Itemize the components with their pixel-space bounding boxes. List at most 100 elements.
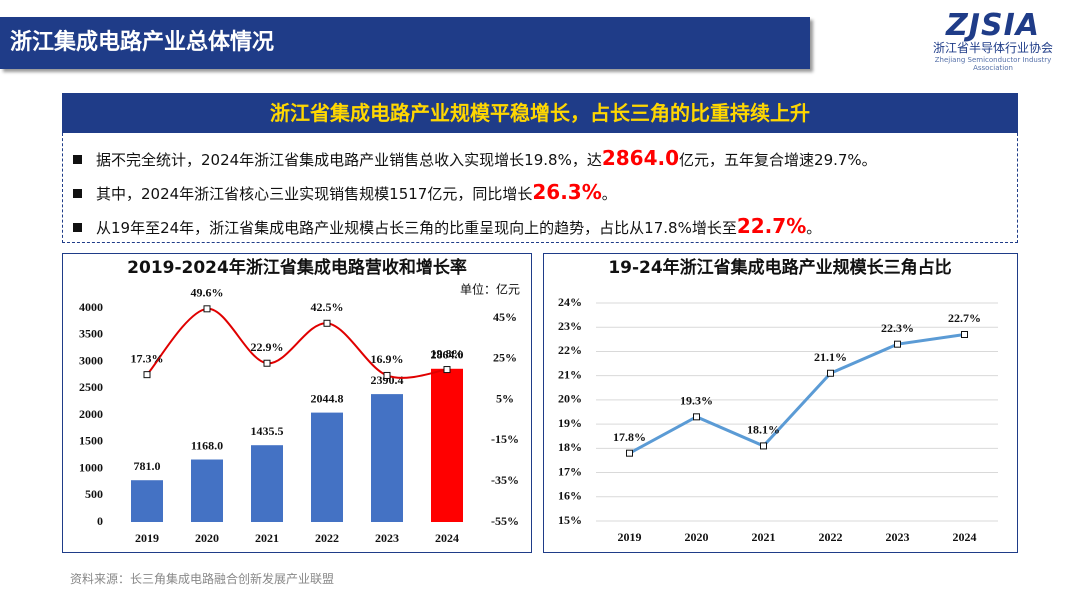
bar-label: 1435.5 xyxy=(251,424,284,438)
y2-tick-label: 25% xyxy=(493,351,517,365)
y2-tick-label: 5% xyxy=(496,391,514,405)
bar-label: 781.0 xyxy=(134,459,161,473)
x-tick-label: 2019 xyxy=(618,530,642,544)
org-name-en: Zhejiang Semiconductor Industry Associat… xyxy=(934,56,1052,72)
point-marker xyxy=(827,369,834,377)
highlight-text: 2864.0 xyxy=(601,146,680,170)
y-tick-label: 1000 xyxy=(79,460,103,474)
logo-text: ZJSIA xyxy=(946,8,1040,43)
point-marker xyxy=(693,413,700,421)
bullet-text: 亿元，五年复合增速29.7%。 xyxy=(679,151,877,169)
source-note: 资料来源：长三角集成电路融合创新发展产业联盟 xyxy=(70,572,335,586)
point-marker xyxy=(323,319,331,327)
point-marker xyxy=(383,371,391,379)
point-label: 22.3% xyxy=(881,321,914,335)
y-tick-label: 4000 xyxy=(79,300,103,314)
bullet: 其中，2024年浙江省核心三业实现销售规模1517亿元，同比增长26.3%。 xyxy=(73,175,1017,209)
bar-label: 2044.8 xyxy=(311,391,344,405)
point-label: 22.7% xyxy=(948,311,981,325)
x-tick-label: 2021 xyxy=(255,531,279,545)
chart-title: 19-24年浙江省集成电路产业规模长三角占比 xyxy=(608,257,951,278)
y-tick-label: 16% xyxy=(558,489,582,503)
point-label: 21.1% xyxy=(814,350,847,364)
point-marker xyxy=(203,305,211,313)
point-label: 19.3% xyxy=(680,394,713,408)
point-label: 22.9% xyxy=(251,340,284,354)
bullet-text: 。 xyxy=(806,219,822,237)
y-tick-label: 2500 xyxy=(79,380,103,394)
x-tick-label: 2019 xyxy=(135,531,159,545)
x-tick-label: 2023 xyxy=(375,531,399,545)
bar xyxy=(131,480,163,522)
point-marker xyxy=(626,449,633,457)
chart-panel xyxy=(543,253,1018,553)
y-tick-label: 3000 xyxy=(79,353,103,367)
org-name: 浙江省半导体行业协会 xyxy=(932,41,1053,55)
point-label: 17.8% xyxy=(613,430,646,444)
point-label: 49.6% xyxy=(191,286,224,300)
bar-label: 1168.0 xyxy=(191,438,223,452)
unit-label: 单位：亿元 xyxy=(460,282,520,297)
x-tick-label: 2020 xyxy=(195,531,219,545)
y2-tick-label: -55% xyxy=(491,514,519,528)
point-label: 42.5% xyxy=(311,300,344,314)
y-tick-label: 18% xyxy=(558,440,582,454)
point-label: 18.1% xyxy=(747,423,780,437)
chart-title: 2019-2024年浙江省集成电路营收和增长率 xyxy=(127,257,467,278)
point-marker xyxy=(263,359,271,367)
bullet-marker xyxy=(73,189,82,198)
x-tick-label: 2023 xyxy=(886,530,910,544)
y2-tick-label: -15% xyxy=(491,432,519,446)
bar xyxy=(431,368,463,522)
y-tick-label: 19% xyxy=(558,416,582,430)
y-tick-label: 500 xyxy=(85,487,103,501)
y-tick-label: 17% xyxy=(558,464,582,478)
x-tick-label: 2024 xyxy=(953,530,977,544)
y-tick-label: 15% xyxy=(558,513,582,527)
x-tick-label: 2020 xyxy=(685,530,709,544)
bar-label: 2864.0 xyxy=(431,348,464,362)
bullet-list: 据不完全统计，2024年浙江省集成电路产业销售总收入实现增长19.8%，达286… xyxy=(62,133,1018,243)
slide-title: 浙江集成电路产业总体情况 xyxy=(0,17,810,69)
y-tick-label: 2000 xyxy=(79,407,103,421)
point-marker xyxy=(894,340,901,348)
bar xyxy=(371,394,403,522)
banner: 浙江省集成电路产业规模平稳增长，占长三角的比重持续上升 xyxy=(62,93,1018,133)
y-tick-label: 0 xyxy=(97,514,103,528)
bullet-text: 据不完全统计，2024年浙江省集成电路产业销售总收入实现增长19.8%，达 xyxy=(96,151,602,169)
y-tick-label: 22% xyxy=(558,343,582,357)
y2-tick-label: -35% xyxy=(491,473,519,487)
bullet-text: 从19年至24年，浙江省集成电路产业规模占长三角的比重呈现向上的趋势，占比从17… xyxy=(96,219,737,237)
y-tick-label: 23% xyxy=(558,319,582,333)
chart-panel xyxy=(62,253,532,553)
bullet: 从19年至24年，浙江省集成电路产业规模占长三角的比重呈现向上的趋势，占比从17… xyxy=(73,209,1017,243)
point-marker xyxy=(143,371,151,379)
bullet-text: 其中，2024年浙江省核心三业实现销售规模1517亿元，同比增长 xyxy=(96,185,533,203)
highlight-text: 26.3% xyxy=(532,180,602,204)
y-tick-label: 20% xyxy=(558,392,582,406)
x-tick-label: 2022 xyxy=(819,530,843,544)
bar-label: 2390.4 xyxy=(371,373,404,387)
y-tick-label: 1500 xyxy=(79,434,103,448)
logo: ZJSIA 浙江省半导体行业协会 Zhejiang Semiconductor … xyxy=(918,8,1068,72)
x-tick-label: 2021 xyxy=(752,530,776,544)
point-label: 17.3% xyxy=(131,351,164,365)
bullet-marker xyxy=(73,223,82,232)
series-line xyxy=(146,307,448,379)
x-tick-label: 2022 xyxy=(315,531,339,545)
y-tick-label: 21% xyxy=(558,367,582,381)
bar xyxy=(311,412,343,522)
x-tick-label: 2024 xyxy=(435,531,459,545)
point-marker xyxy=(443,366,451,374)
bullet: 据不完全统计，2024年浙江省集成电路产业销售总收入实现增长19.8%，达286… xyxy=(73,141,1017,175)
bar xyxy=(251,445,283,522)
bullet-marker xyxy=(73,155,82,164)
y2-tick-label: 45% xyxy=(493,310,517,324)
bar xyxy=(191,459,223,522)
series-line xyxy=(628,333,965,455)
point-marker xyxy=(760,442,767,450)
bullet-text: 。 xyxy=(601,185,617,203)
point-label: 16.9% xyxy=(371,352,404,366)
